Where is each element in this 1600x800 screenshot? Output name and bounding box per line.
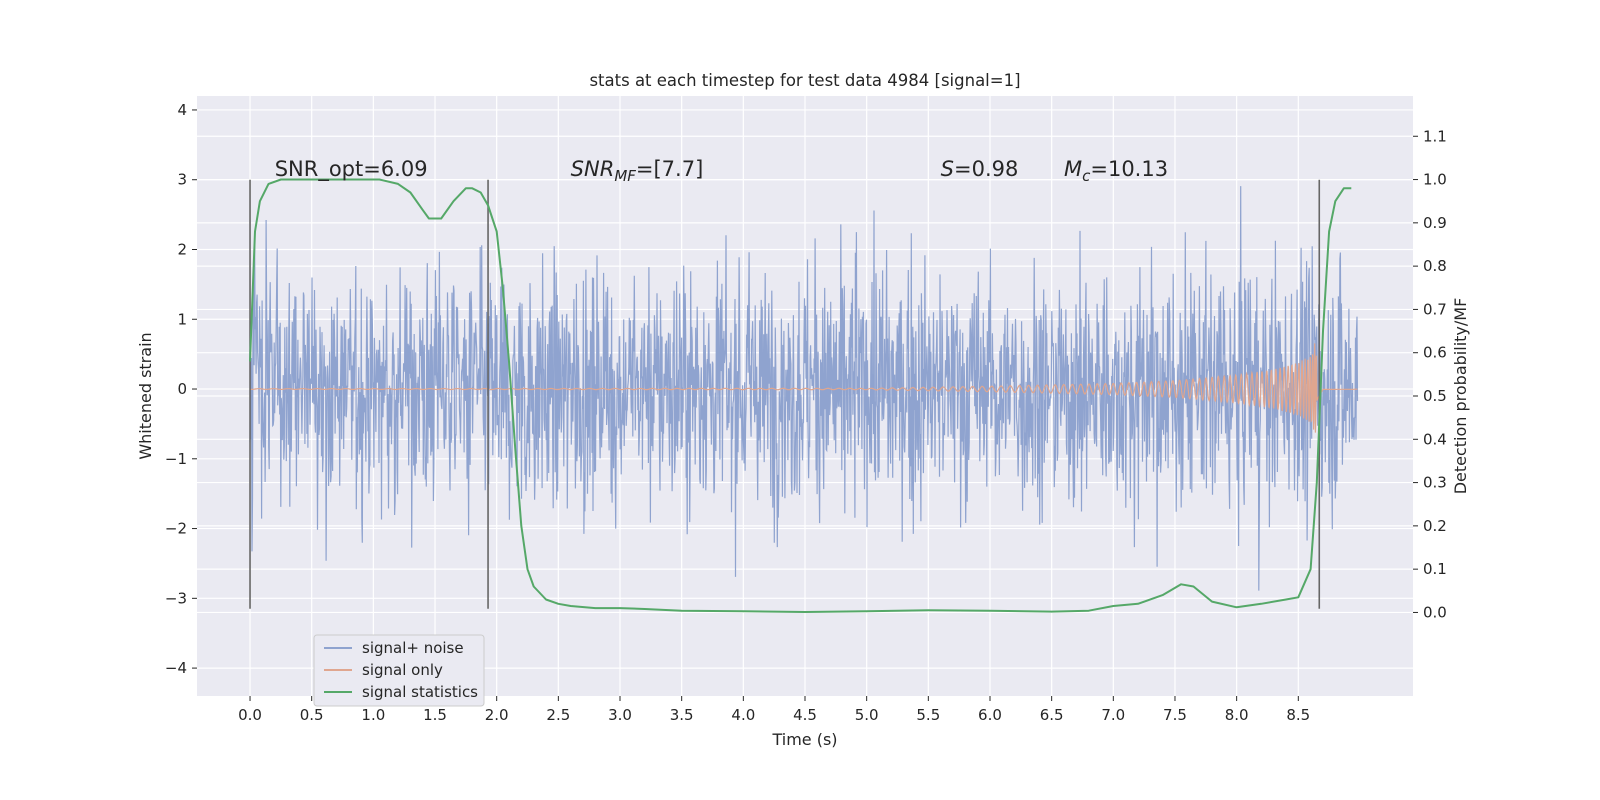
- x-tick-label: 6.0: [978, 706, 1002, 724]
- x-tick-label: 8.5: [1286, 706, 1310, 724]
- y2-tick-label: 0.5: [1423, 387, 1447, 405]
- y-axis-label: Whitened strain: [136, 332, 155, 459]
- legend-entry: signal statistics: [362, 683, 478, 701]
- x-tick-label: 6.5: [1040, 706, 1064, 724]
- x-tick-label: 8.0: [1225, 706, 1249, 724]
- x-tick-label: 0.5: [300, 706, 324, 724]
- y2-tick-label: 0.0: [1423, 603, 1447, 621]
- series-signal-noise-line: [249, 186, 1359, 591]
- chart-title: stats at each timestep for test data 498…: [589, 71, 1020, 90]
- y-tick-label: −2: [165, 520, 187, 538]
- axes: 0.0 0.5 1.0 1.5 2.0 2.5 3.0 3.5 4.0 4.5 5.0 5.5 6.0 6…: [165, 101, 1447, 724]
- legend-entry: signal only: [362, 661, 443, 679]
- y-tick-label: −3: [165, 589, 187, 607]
- x-tick-label: 0.0: [238, 706, 262, 724]
- x-tick-label: 1.0: [361, 706, 385, 724]
- y-tick-label: 2: [177, 240, 187, 258]
- y2-axis-label: Detection probability/MF: [1451, 298, 1470, 495]
- legend-box: [313, 634, 485, 707]
- x-tick-label: 1.5: [423, 706, 447, 724]
- y2-tick-label: 0.7: [1423, 300, 1447, 318]
- y2-tick-label: 1.0: [1423, 171, 1447, 189]
- plot-area: [249, 178, 1359, 613]
- x-tick-label: 7.0: [1101, 706, 1125, 724]
- annotation-3: Mc=10.13: [1064, 157, 1168, 185]
- legend: signal+ noise signal only signal statistic…: [313, 634, 485, 707]
- y2-tick-label: 0.6: [1423, 344, 1447, 362]
- annotations: SNR_opt=6.09 SNRMF=[7.7] S=0.98 Mc=10.13: [275, 157, 1168, 185]
- x-tick-label: 2.0: [485, 706, 509, 724]
- y2-tick-label: 0.8: [1423, 257, 1447, 275]
- y-tick-label: 4: [177, 101, 187, 119]
- y2-tick-label: 0.2: [1423, 517, 1447, 535]
- x-tick-label: 3.0: [608, 706, 632, 724]
- series-signal-statistics-line: [249, 178, 1352, 613]
- x-tick-label: 2.5: [546, 706, 570, 724]
- y-tick-label: 3: [177, 171, 187, 189]
- y-tick-label: −4: [165, 659, 187, 677]
- y-tick-label: 0: [177, 380, 187, 398]
- y-tick-label: −1: [165, 450, 187, 468]
- y2-tick-label: 0.3: [1423, 474, 1447, 492]
- y2-tick-label: 1.1: [1423, 127, 1447, 145]
- x-tick-label: 4.0: [731, 706, 755, 724]
- annotation-0: SNR_opt=6.09: [275, 157, 428, 182]
- x-axis-label: Time (s): [771, 730, 837, 749]
- series-signal-only-line: [250, 343, 1358, 433]
- x-tick-label: 5.0: [855, 706, 879, 724]
- y2-tick-label: 0.1: [1423, 560, 1447, 578]
- x-tick-label: 7.5: [1163, 706, 1187, 724]
- legend-entry: signal+ noise: [362, 639, 464, 657]
- annotation-1: SNRMF=[7.7]: [571, 157, 704, 185]
- x-tick-label: 4.5: [793, 706, 817, 724]
- y-tick-label: 1: [177, 310, 187, 328]
- annotation-2: S=0.98: [941, 157, 1019, 181]
- y2-tick-label: 0.9: [1423, 214, 1447, 232]
- y2-tick-label: 0.4: [1423, 430, 1447, 448]
- x-tick-label: 3.5: [670, 706, 694, 724]
- x-tick-label: 5.5: [916, 706, 940, 724]
